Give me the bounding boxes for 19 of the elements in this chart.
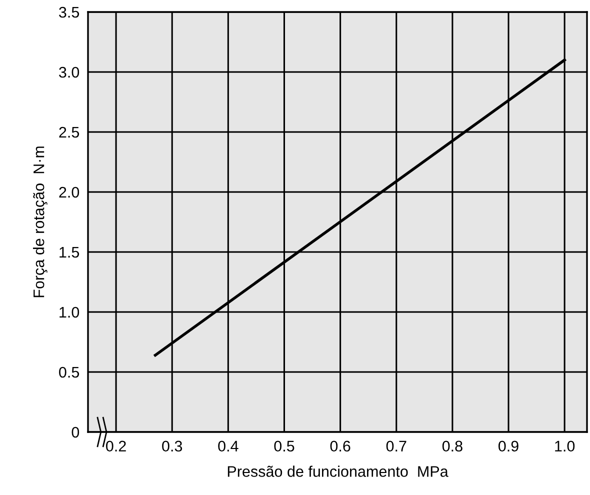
y-tick-label: 2.5 bbox=[59, 126, 80, 138]
y-tick-label: 3.5 bbox=[59, 6, 80, 18]
y-tick-label: 1.0 bbox=[60, 306, 80, 318]
y-tick-label: 1.5 bbox=[60, 247, 80, 258]
x-tick-label: 0.2 bbox=[106, 440, 126, 452]
y-tick-label: 0.5 bbox=[59, 366, 80, 378]
x-tick-label: 0.8 bbox=[442, 440, 462, 452]
x-tick-label: 0.4 bbox=[218, 440, 238, 452]
y-tick-label: 2.0 bbox=[59, 186, 80, 198]
y-tick-label: 3.0 bbox=[59, 66, 80, 78]
x-tick-label: 0.9 bbox=[498, 440, 518, 452]
x-tick-label: 1.0 bbox=[555, 440, 575, 452]
x-tick-label: 0.7 bbox=[386, 440, 406, 452]
x-axis-title: Pressão de funcionamento MPa bbox=[228, 466, 448, 477]
x-tick-label: 0.3 bbox=[162, 440, 182, 452]
y-axis-title: Força de rotação N·m bbox=[33, 146, 48, 298]
y-tick-label: 0 bbox=[72, 426, 80, 438]
x-tick-label: 0.6 bbox=[330, 440, 350, 452]
x-tick-label: 0.5 bbox=[274, 440, 294, 452]
